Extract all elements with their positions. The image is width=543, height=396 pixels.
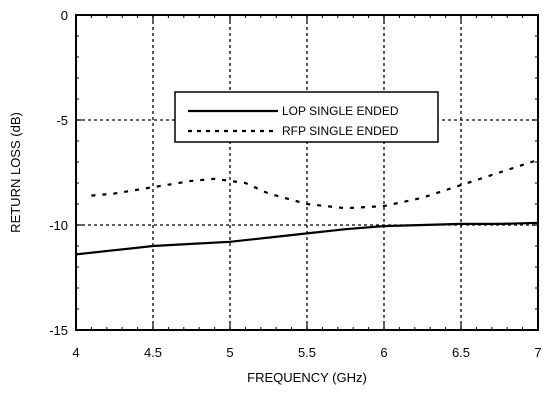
series-line-lop-single-ended [75,221,539,256]
y-tick-label: -15 [49,323,68,338]
x-tick-label: 5 [226,345,233,360]
series-line-rfp-single-ended [91,158,539,210]
x-tick-label: 6 [380,345,387,360]
x-tick-label: 4 [72,345,79,360]
series-lines [75,158,539,256]
x-tick-label: 6.5 [452,345,470,360]
x-tick-label: 5.5 [298,345,316,360]
y-axis-title: RETURN LOSS (dB) [8,112,23,233]
y-tick-label: -5 [56,113,68,128]
y-tick-label: 0 [61,8,68,23]
y-tick-label: -10 [49,218,68,233]
tick-labels: 4 4.5 5 5.5 6 6.5 7 0 -5 -10 -15 [49,8,541,360]
legend-box [174,91,439,143]
x-tick-label: 7 [534,345,541,360]
legend: LOP SINGLE ENDED RFP SINGLE ENDED [174,91,439,143]
legend-label-rfp: RFP SINGLE ENDED [282,124,399,138]
axis-ticks [75,14,539,331]
x-axis-title: FREQUENCY (GHz) [247,370,367,385]
legend-label-lop: LOP SINGLE ENDED [282,104,399,118]
grid-lines [76,15,538,330]
x-tick-label: 4.5 [144,345,162,360]
